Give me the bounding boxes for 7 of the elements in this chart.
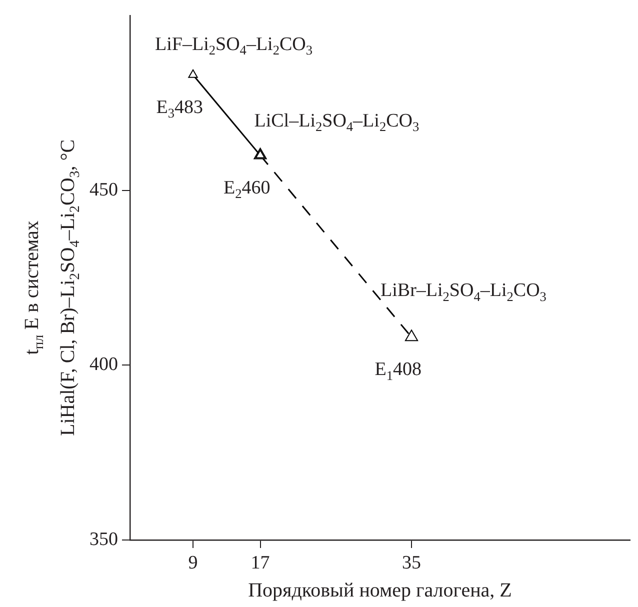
y-tick-label: 400 [90,354,118,376]
x-tick-label: 17 [250,552,270,574]
x-tick-label: 35 [402,552,422,574]
x-axis-title: Порядковый номер галогена, Z [248,579,512,602]
x-tick-label: 9 [188,552,198,574]
y-tick-label: 450 [90,179,118,200]
y-tick-label: 350 [90,528,118,550]
